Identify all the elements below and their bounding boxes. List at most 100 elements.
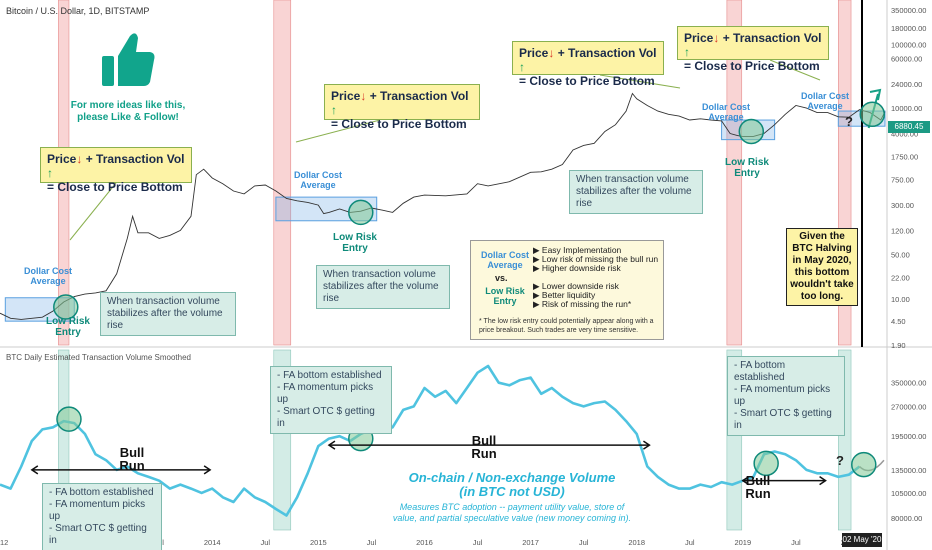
price-circle-3 — [738, 118, 765, 145]
comparison-lre-title: Low Risk Entry — [485, 286, 525, 306]
x-axis-tick: 2018 — [628, 538, 645, 547]
callout-pointer-4 — [769, 59, 821, 81]
volume-circle-4 — [851, 451, 877, 478]
bull-run-arrowhead-left — [30, 465, 39, 475]
note-stabilize-3: When transaction volume stabilizes after… — [569, 170, 703, 214]
price-axis-tick: 300.00 — [891, 201, 914, 210]
volume-circle-1 — [56, 406, 82, 432]
price-axis-tick: 24000.00 — [891, 80, 922, 89]
x-axis-tick: 2015 — [310, 538, 327, 547]
bull-run-arrowhead-left — [327, 440, 336, 450]
price-axis-tick: 60000.00 — [891, 55, 922, 64]
price-band-2 — [273, 0, 292, 346]
bull-run-arrowhead-left — [741, 476, 750, 486]
note-stabilize-1: When transaction volume stabilizes after… — [100, 292, 236, 336]
volume-axis-tick: 105000.00 — [891, 489, 926, 498]
fa-note-1: - FA bottom established - FA momentum pic… — [42, 483, 162, 550]
bull-run-label-1: Bull Run — [119, 445, 145, 473]
volume-axis-tick: 270000.00 — [891, 402, 926, 411]
price-axis-tick: 120.00 — [891, 226, 914, 235]
volume-subtitle: (in BTC not USD) — [459, 484, 565, 499]
comparison-dca-point-1: ▶ Easy Implementation — [533, 245, 622, 255]
volume-circle-3 — [753, 450, 779, 477]
x-axis-tick: Jul — [579, 538, 589, 547]
date-marker: 02 May '20 — [842, 533, 882, 547]
current-price-tag: 6880.45 — [888, 121, 930, 133]
volume-axis-tick: 80000.00 — [891, 514, 922, 523]
callout-price-1: Price↓ + Transaction Vol ↑ = Close to Pri… — [40, 147, 192, 194]
low-risk-label-3: Low Risk Entry — [725, 157, 769, 179]
x-axis-tick: 2016 — [416, 538, 433, 547]
price-axis-tick: 50.00 — [891, 251, 910, 260]
price-circle-4 — [859, 101, 886, 128]
price-axis-tick: 1750.00 — [891, 152, 918, 161]
bull-run-arrowhead-right — [203, 465, 212, 475]
note-stabilize-2: When transaction volume stabilizes after… — [316, 265, 450, 309]
low-risk-label-1: Low Risk Entry — [46, 316, 90, 338]
comparison-lre-point-1: ▶ Lower downside risk — [533, 281, 619, 291]
dca-label-2: Dollar Cost Average — [293, 170, 342, 190]
bull-run-arrowhead-right — [643, 440, 651, 450]
chart-title: Bitcoin / U.S. Dollar, 1D, BITSTAMP — [6, 6, 150, 16]
price-axis-tick: 750.00 — [891, 176, 914, 185]
x-axis-tick: 2014 — [204, 538, 221, 547]
price-band-3 — [726, 0, 743, 346]
price-axis-tick: 10000.00 — [891, 104, 922, 113]
comparison-dca-point-3: ▶ Higher downside risk — [533, 263, 621, 273]
x-axis-tick: 2017 — [522, 538, 539, 547]
price-axis-tick: 1.90 — [891, 341, 906, 350]
callout-price-4: Price↓ + Transaction Vol ↑ = Close to Pri… — [677, 26, 829, 73]
callout-price-2: Price↓ + Transaction Vol ↑ = Close to Pri… — [324, 84, 480, 131]
callout-pointer-1 — [69, 182, 117, 241]
x-axis-tick: 2012 — [0, 538, 8, 547]
fa-note-3: - FA bottom established - FA momentum pic… — [727, 356, 845, 436]
x-axis-tick: Jul — [473, 538, 483, 547]
volume-axis-tick: 135000.00 — [891, 466, 926, 475]
x-axis-tick: Jul — [685, 538, 695, 547]
x-axis-tick: Jul — [260, 538, 270, 547]
price-axis-tick: 180000.00 — [891, 24, 926, 33]
comparison-vs: vs. — [495, 273, 508, 283]
price-axis-tick: 4000.00 — [891, 129, 918, 138]
callout-price-3: Price↓ + Transaction Vol ↑ = Close to Pri… — [512, 41, 664, 88]
dca-label-4: Dollar Cost Average — [800, 91, 849, 111]
comparison-footnote: * The low risk entry could potentially a… — [479, 318, 654, 334]
bull-run-label-2: Bull Run — [471, 433, 497, 461]
price-circle-1 — [53, 294, 79, 320]
comparison-lre-point-3: ▶ Risk of missing the run* — [533, 299, 632, 309]
volume-desc: Measures BTC adoption -- payment utility… — [392, 502, 632, 523]
price-axis-tick: 22.00 — [891, 273, 910, 282]
indicator-label: BTC Daily Estimated Transaction Volume S… — [6, 353, 191, 362]
thumbs-up-icon[interactable] — [100, 30, 156, 88]
price-axis-tick: 350000.00 — [891, 6, 926, 15]
fa-note-2: - FA bottom established - FA momentum pic… — [270, 366, 392, 434]
comparison-box: Dollar Cost Average ▶ Easy Implementatio… — [470, 240, 664, 340]
dca-label-3: Dollar Cost Average — [701, 102, 750, 122]
question-mark-volume: ? — [836, 453, 844, 468]
like-follow-text: For more ideas like this, please Like & … — [70, 100, 186, 123]
comparison-dca-title: Dollar Cost Average — [480, 250, 529, 270]
price-axis-tick: 4.50 — [891, 317, 906, 326]
question-mark-price: ? — [845, 114, 853, 129]
low-risk-label-2: Low Risk Entry — [333, 232, 377, 254]
x-axis-tick: Jul — [791, 538, 801, 547]
x-axis-tick: Jul — [367, 538, 377, 547]
comparison-lre-point-2: ▶ Better liquidity — [533, 290, 596, 300]
callout-pointer-2 — [295, 119, 381, 143]
volume-series-line — [0, 364, 861, 517]
bull-run-arrowhead-right — [819, 476, 827, 486]
price-axis-tick: 10.00 — [891, 295, 910, 304]
price-circle-2 — [348, 199, 374, 226]
dca-label-1: Dollar Cost Average — [23, 266, 72, 286]
price-projection-arrowhead — [869, 88, 882, 101]
volume-title: On-chain / Non-exchange Volume — [408, 470, 616, 485]
x-axis-tick: 2019 — [734, 538, 751, 547]
halving-note: Given the BTC Halving in May 2020, this … — [786, 228, 858, 306]
volume-axis-tick: 350000.00 — [891, 379, 926, 388]
price-axis-tick: 100000.00 — [891, 40, 926, 49]
callout-pointer-3 — [599, 74, 681, 89]
volume-axis-tick: 195000.00 — [891, 432, 926, 441]
comparison-dca-point-2: ▶ Low risk of missing the bull run — [533, 254, 659, 264]
bull-run-label-3: Bull Run — [745, 473, 771, 501]
